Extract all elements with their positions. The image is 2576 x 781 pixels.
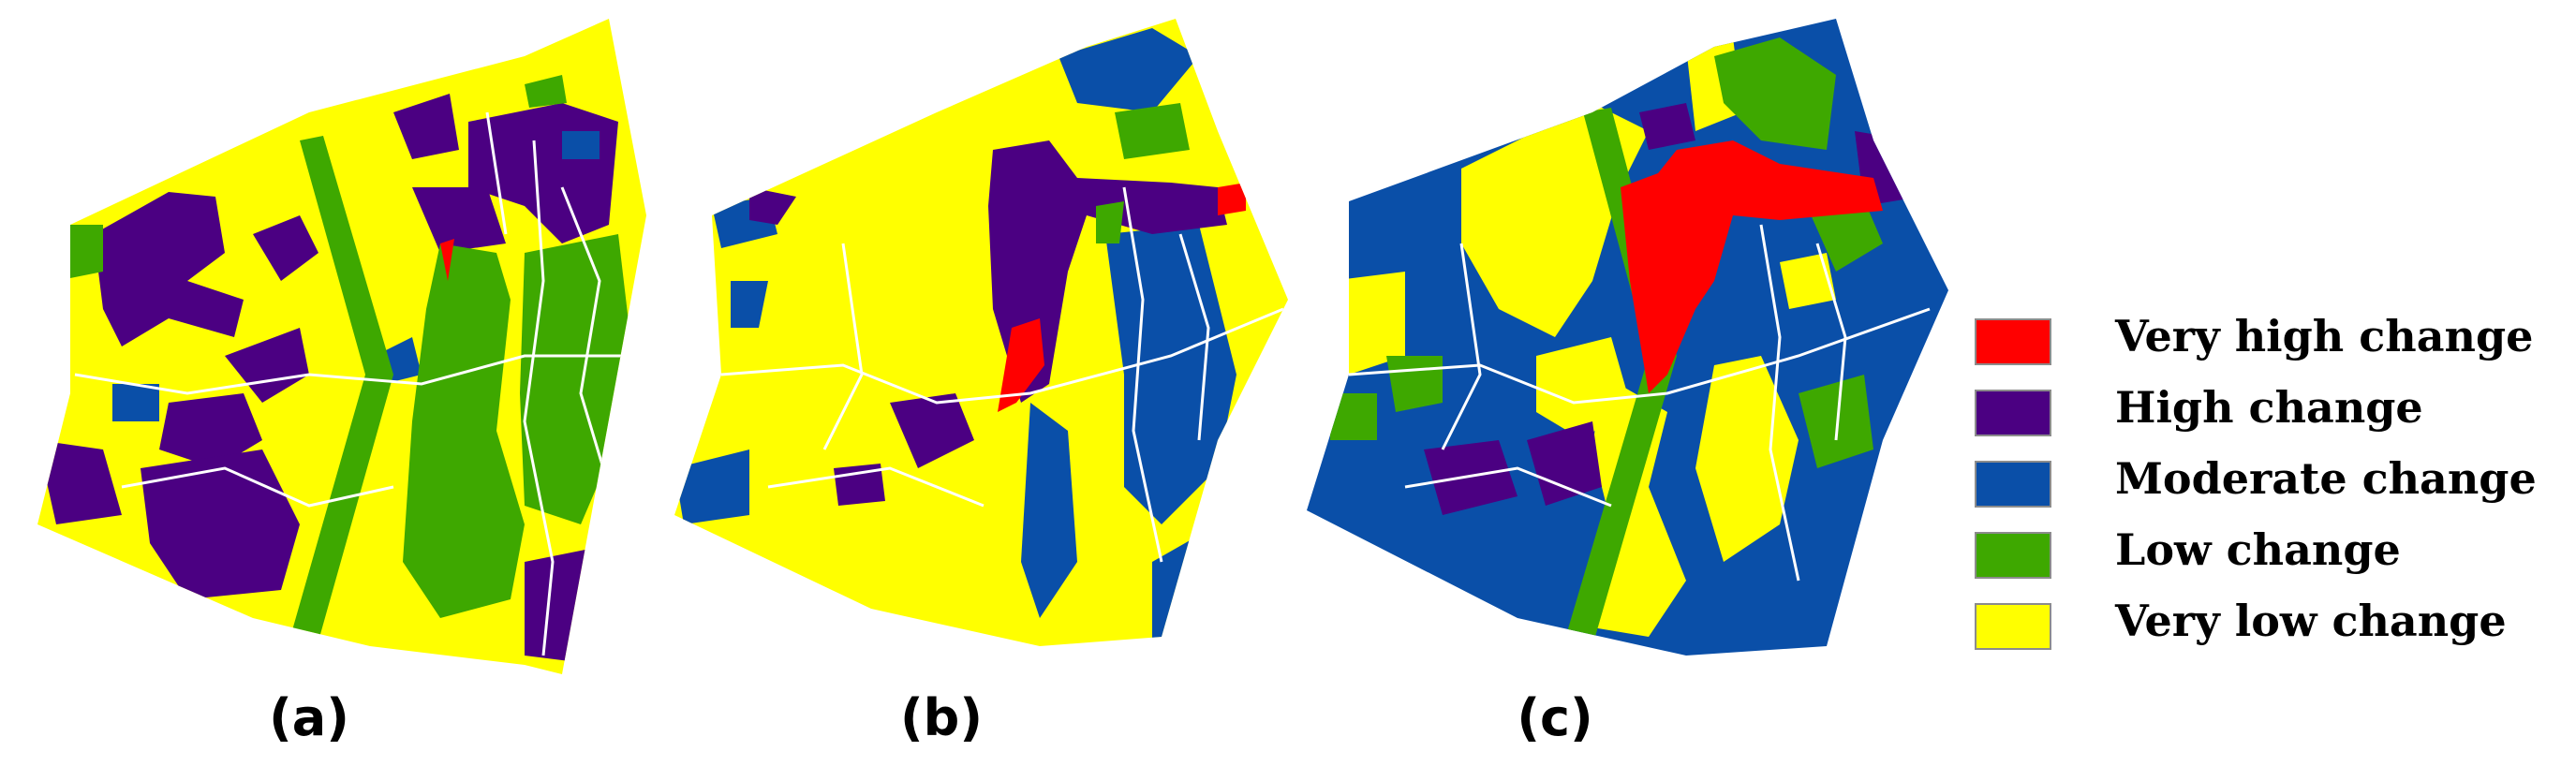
panel-label-a: (a) [269, 688, 349, 747]
low-change-area [1330, 393, 1377, 440]
moderate-change-area [1059, 28, 1199, 112]
very-low-change-area [1330, 272, 1405, 375]
low-change-area [1386, 356, 1443, 412]
legend-swatch-very-high [1975, 318, 2051, 365]
high-change-area [253, 215, 318, 281]
panel-label-c: (c) [1517, 688, 1593, 747]
high-change-area [525, 543, 618, 665]
legend-label-low: Low change [2115, 524, 2401, 575]
high-change-area [393, 94, 459, 159]
legend-swatch-moderate [1975, 461, 2051, 508]
legend-item-high: High change [1975, 382, 2574, 442]
map-panel-a [37, 19, 646, 674]
low-change-area [403, 243, 525, 618]
moderate-change-area [674, 449, 749, 524]
road-network [74, 111, 637, 656]
low-change-area [1096, 201, 1124, 243]
very-high-change-area [998, 318, 1044, 412]
legend-label-very-high: Very high change [2115, 311, 2534, 361]
very-low-change-area [1780, 253, 1836, 309]
high-change-area [1527, 421, 1602, 506]
high-change-area [412, 187, 506, 253]
high-change-area [141, 449, 300, 599]
very-high-change-area [1218, 183, 1246, 215]
legend-item-very-high: Very high change [1975, 311, 2574, 371]
moderate-change-area [731, 281, 768, 328]
map-panel-c [1307, 19, 1948, 656]
legend-swatch-very-low [1975, 603, 2051, 650]
legend-swatch-high [1975, 390, 2051, 436]
map-panel-b [674, 19, 1288, 646]
legend-item-moderate: Moderate change [1975, 453, 2574, 513]
very-high-change-area [440, 239, 454, 281]
very-low-change-area [1592, 375, 1686, 637]
high-change-area [159, 393, 262, 468]
high-change-area [225, 328, 309, 403]
high-change-area [1639, 103, 1695, 150]
moderate-change-area [1021, 403, 1077, 618]
moderate-change-area [112, 384, 159, 421]
road-network [720, 186, 1284, 563]
road-network [1348, 224, 1931, 582]
legend-label-moderate: Moderate change [2115, 453, 2537, 504]
low-change-area [56, 225, 103, 281]
legend-label-very-low: Very low change [2115, 596, 2507, 646]
high-change-area [988, 140, 1227, 403]
low-change-area [525, 75, 567, 108]
very-high-change-area [1621, 140, 1883, 393]
legend-swatch-low [1975, 532, 2051, 579]
low-change-area [281, 136, 393, 674]
low-change-area [1799, 375, 1873, 468]
low-change-area [1714, 37, 1836, 150]
legend-item-very-low: Very low change [1975, 596, 2574, 656]
high-change-area [890, 393, 974, 468]
moderate-change-area [562, 131, 600, 159]
high-change-area [94, 192, 244, 346]
high-change-area [749, 187, 796, 225]
panel-label-b: (b) [899, 688, 983, 747]
low-change-area [1115, 103, 1190, 159]
high-change-area [37, 440, 122, 524]
legend-label-high: High change [2115, 382, 2423, 433]
legend-item-low: Low change [1975, 524, 2574, 584]
high-change-area [1424, 440, 1517, 515]
